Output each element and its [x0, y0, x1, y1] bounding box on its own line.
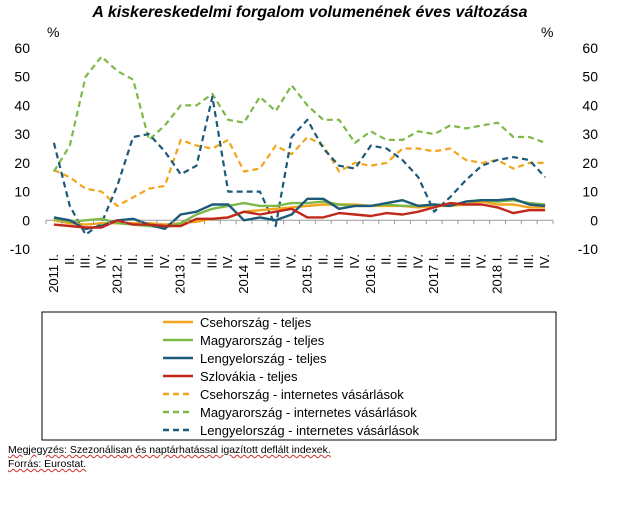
y-axis-left-unit: % — [47, 24, 59, 40]
x-tick-label: II. — [505, 254, 520, 265]
y-tick-left: 10 — [14, 184, 30, 200]
y-axis-right-unit: % — [541, 24, 553, 40]
y-tick-right: -10 — [578, 241, 598, 257]
x-tick-label: II. — [315, 254, 330, 265]
legend: Csehország - teljes Magyarország - teljes… — [163, 315, 419, 438]
x-tick-label: IV. — [93, 254, 108, 269]
series-line — [53, 201, 546, 229]
y-tick-right: 30 — [582, 126, 598, 142]
y-tick-right: 40 — [582, 97, 598, 113]
y-tick-left: 20 — [14, 155, 30, 171]
y-tick-right: 10 — [582, 184, 598, 200]
x-tick-label: III. — [204, 254, 219, 268]
y-tick-right: 20 — [582, 155, 598, 171]
chart-title: A kiskereskedelmi forgalom volumenének é… — [92, 4, 528, 21]
series-line — [53, 135, 546, 207]
x-tick-label: II. — [125, 254, 140, 265]
legend-label: Csehország - teljes — [200, 315, 312, 330]
legend-label: Lengyelország - teljes — [200, 351, 327, 366]
x-tick-label: II. — [379, 254, 394, 265]
x-tick-label: III. — [458, 254, 473, 268]
y-axis-left: -10 0 10 20 30 40 50 60 — [10, 40, 30, 257]
y-tick-left: -10 — [10, 241, 30, 257]
x-tick-label: 2013 I. — [173, 254, 188, 294]
x-tick-label: II. — [62, 254, 77, 265]
y-axis-right: -10 0 10 20 30 40 50 60 — [578, 40, 598, 257]
x-tick-label: 2015 I. — [299, 254, 314, 294]
y-tick-right: 60 — [582, 40, 598, 56]
x-tick-label: IV. — [157, 254, 172, 269]
series-line — [52, 55, 546, 173]
x-tick-label: II. — [252, 254, 267, 265]
x-tick-label: II. — [189, 254, 204, 265]
x-tick-label: IV. — [474, 254, 489, 269]
footnote-source: Forrás: Eurostat. — [8, 458, 86, 470]
legend-label: Magyarország - teljes — [200, 333, 325, 348]
x-tick-label: 2018 I. — [490, 254, 505, 294]
footnote-source-text: Forrás: Eurostat. — [8, 458, 87, 470]
x-tick-label: IV. — [347, 254, 362, 269]
y-tick-right: 50 — [582, 69, 598, 85]
series-line — [52, 95, 546, 236]
x-tick-label: II. — [442, 254, 457, 265]
footnote-note-text: Megjegyzés: Szezonálisan és naptárhatáss… — [8, 444, 331, 456]
x-tick-label: 2017 I. — [426, 254, 441, 294]
footnote-note: Megjegyzés: Szezonálisan és naptárhatáss… — [8, 444, 331, 456]
y-tick-left: 0 — [22, 212, 30, 228]
x-tick-label: III. — [331, 254, 346, 268]
x-tick-label: III. — [78, 254, 93, 268]
x-tick-label: IV. — [410, 254, 425, 269]
x-tick-label: IV. — [284, 254, 299, 269]
y-tick-left: 50 — [14, 69, 30, 85]
x-tick-label: III. — [141, 254, 156, 268]
legend-label: Csehország - internetes vásárlások — [200, 387, 404, 402]
x-tick-label: 2012 I. — [109, 254, 124, 294]
x-tick-label: III. — [521, 254, 536, 268]
legend-label: Szlovákia - teljes — [200, 369, 298, 384]
y-tick-right: 0 — [590, 212, 598, 228]
x-tick-label: IV. — [537, 254, 552, 269]
x-tick-label: III. — [394, 254, 409, 268]
x-tick-label: 2014 I. — [236, 254, 251, 294]
legend-label: Lengyelország - internetes vásárlások — [200, 423, 419, 438]
series-line — [53, 197, 546, 231]
x-tick-label: III. — [268, 254, 283, 268]
series-lines — [52, 55, 546, 236]
y-tick-left: 30 — [14, 126, 30, 142]
x-tick-label: 2011 I. — [46, 254, 61, 293]
legend-box — [41, 311, 557, 441]
legend-label: Magyarország - internetes vásárlások — [200, 405, 417, 420]
y-tick-left: 40 — [14, 97, 30, 113]
x-axis-ticks: 2011 I. II. III. IV. 2012 I. II. III. IV. 2013 I… — [45, 220, 554, 294]
x-tick-label: IV. — [220, 254, 235, 269]
y-tick-left: 60 — [14, 40, 30, 56]
x-tick-label: 2016 I. — [363, 254, 378, 294]
